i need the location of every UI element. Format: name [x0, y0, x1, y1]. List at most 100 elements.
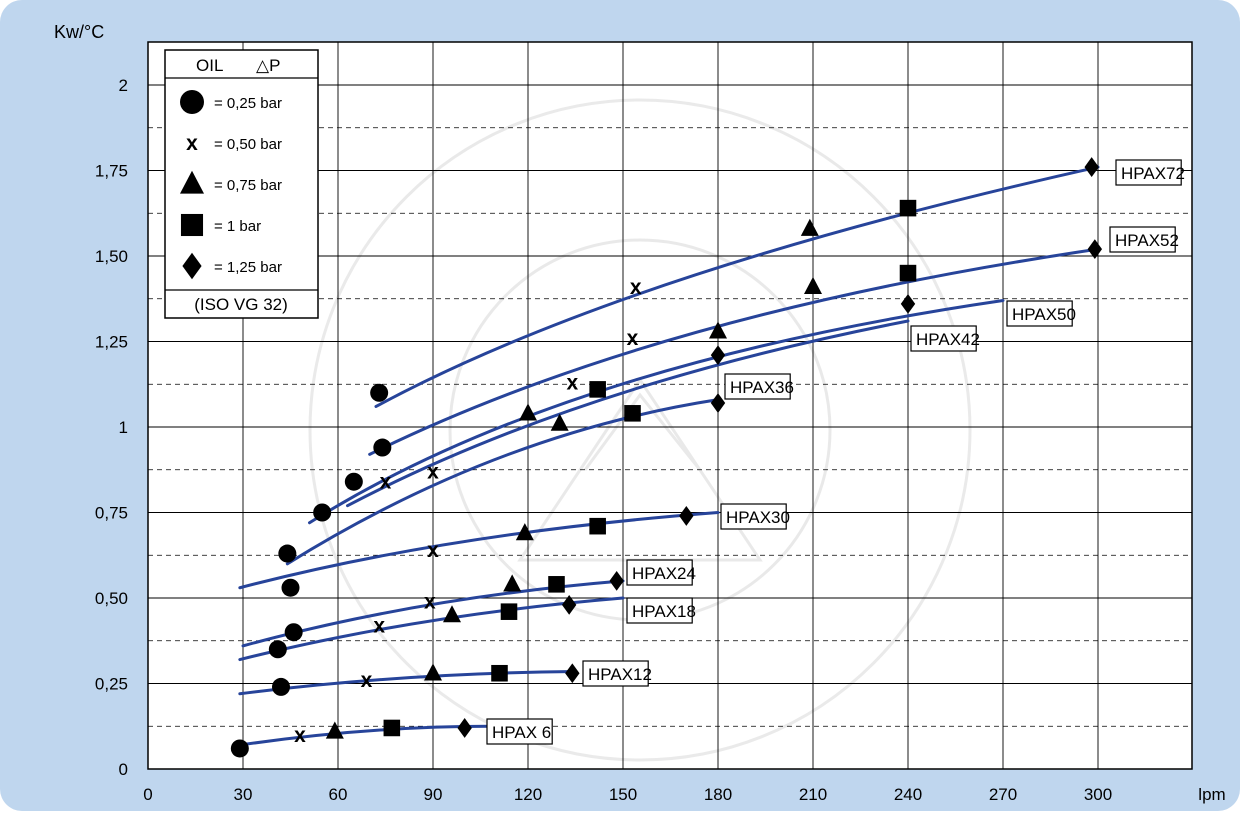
series-label: HPAX18 [632, 602, 696, 621]
markers: x x x x x x x x x x [230, 157, 1103, 758]
series-label-box [626, 559, 693, 586]
marker-diamond [609, 571, 624, 591]
series-label: HPAX42 [916, 330, 980, 349]
y-tick-label: 1,25 [95, 333, 128, 352]
x-tick-label: 60 [329, 785, 348, 804]
y-tick-label: 1,75 [95, 162, 128, 181]
marker-diamond [1084, 157, 1099, 177]
marker-circle [281, 578, 300, 597]
marker-square [548, 576, 565, 593]
marker-circle [370, 383, 389, 402]
marker-triangle [180, 170, 204, 194]
marker-diamond [561, 594, 577, 615]
legend-item-label: = 0,50 bar [214, 136, 282, 153]
x-tick-label: 0 [143, 785, 152, 804]
legend-item-label: = 1 bar [214, 218, 261, 235]
marker-square [500, 603, 518, 620]
marker-triangle [804, 276, 822, 294]
marker-x: x [427, 539, 439, 562]
marker-diamond [1087, 239, 1103, 260]
series-line [368, 247, 1100, 456]
axes: 0 30 60 90 120 150 180 210 240 270 300 0 0,25 0,50 0,7… [54, 22, 1226, 804]
series-label: HPAX36 [730, 378, 794, 397]
curves [238, 165, 1100, 747]
marker-triangle [503, 574, 522, 592]
marker-triangle [424, 663, 442, 681]
marker-circle [180, 90, 204, 114]
series-line [238, 511, 720, 590]
marker-x: x [630, 276, 642, 299]
marker-x: x [186, 132, 198, 155]
legend-items: = 0,25 bar x = 0,50 bar = 0,75 bar = 1 bar = … [180, 90, 282, 280]
marker-square [491, 664, 508, 682]
series-label: HPAX 6 [492, 723, 551, 742]
y-tick-label: 0,25 [95, 675, 128, 694]
marker-triangle [800, 218, 819, 236]
y-tick-label: 2 [119, 76, 128, 95]
x-tick-label: 180 [704, 785, 732, 804]
series-labels: HPAX72 HPAX52 HPAX50 HPAX42 HPAX36 HPAX30 HPAX… [486, 159, 1185, 745]
marker-triangle [443, 605, 461, 623]
series-label-box [910, 325, 977, 352]
marker-x: x [424, 590, 436, 613]
marker-square [899, 199, 917, 217]
series-label: HPAX52 [1115, 231, 1179, 250]
marker-triangle [515, 523, 534, 541]
marker-circle [268, 640, 287, 659]
x-axis-label: lpm [1198, 785, 1225, 804]
marker-circle [272, 677, 290, 696]
marker-square [624, 405, 641, 422]
marker-x: x [361, 669, 373, 692]
marker-x: x [566, 372, 578, 395]
x-tick-label: 210 [799, 785, 827, 804]
marker-diamond [457, 718, 472, 738]
marker-diamond [679, 506, 694, 526]
series-line [346, 319, 910, 508]
marker-square [383, 719, 401, 737]
series-label-box [626, 597, 693, 624]
marker-x: x [427, 460, 439, 483]
marker-square [899, 264, 917, 282]
x-tick-label: 300 [1084, 785, 1112, 804]
series-line [285, 398, 720, 566]
x-tick-label: 120 [514, 785, 542, 804]
y-tick-label: 1 [119, 418, 128, 437]
series-label: HPAX24 [632, 564, 696, 583]
marker-triangle [325, 721, 344, 739]
series-line [308, 298, 1005, 525]
marker-diamond [710, 345, 726, 366]
y-tick-label: 0,75 [95, 504, 128, 523]
x-tick-label: 270 [989, 785, 1017, 804]
marker-triangle [709, 321, 727, 339]
y-tick-label: 0,50 [95, 589, 128, 608]
series-label-box [1109, 226, 1176, 253]
plot-area [148, 42, 1192, 769]
marker-diamond [565, 663, 580, 684]
series-label: HPAX50 [1012, 305, 1076, 324]
marker-circle [373, 438, 392, 457]
marker-circle [284, 623, 303, 642]
marker-x: x [373, 614, 385, 637]
series-line [374, 165, 1100, 408]
y-tick-label: 0 [119, 760, 128, 779]
y-tick-label: 1,50 [95, 247, 128, 266]
marker-diamond [900, 293, 916, 314]
series-label: HPAX72 [1121, 164, 1185, 183]
legend-footer: (ISO VG 32) [194, 295, 288, 314]
series-label-box [1115, 159, 1182, 186]
marker-circle [278, 544, 297, 563]
marker-square [180, 213, 204, 237]
marker-x: x [627, 327, 639, 350]
x-tick-label: 240 [894, 785, 922, 804]
series-label-box [724, 373, 791, 400]
marker-square [589, 381, 606, 398]
marker-triangle [519, 403, 537, 421]
legend-header-oil: OIL [196, 56, 223, 75]
x-tick-label: 90 [424, 785, 443, 804]
series-label-box [486, 718, 553, 745]
legend-item-label: = 0,75 bar [214, 177, 282, 194]
marker-diamond [182, 252, 202, 280]
legend-item-label: = 0,25 bar [214, 95, 282, 112]
